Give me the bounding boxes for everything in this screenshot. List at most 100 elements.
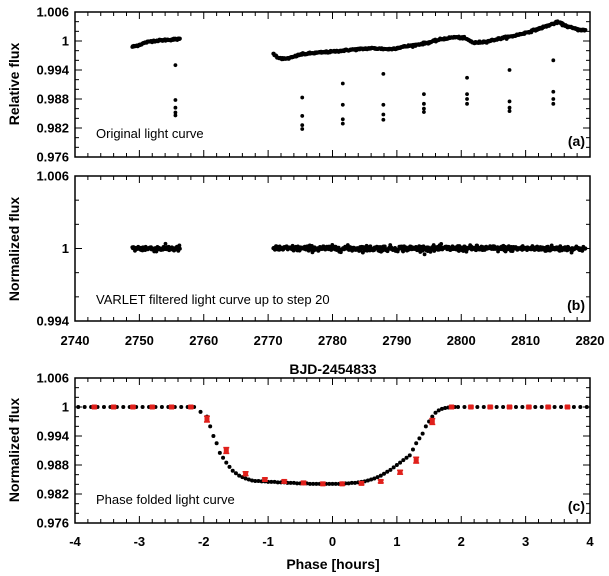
binned-point — [507, 404, 513, 410]
data-point — [330, 481, 335, 486]
data-point — [314, 481, 319, 486]
binned-point — [358, 480, 364, 486]
data-point — [439, 406, 444, 411]
y-tick-label: 1 — [62, 241, 69, 256]
data-point — [394, 463, 399, 467]
binned-point — [429, 419, 435, 424]
data-point — [398, 460, 403, 465]
data-point — [256, 478, 261, 483]
binned-point — [320, 481, 326, 487]
data-point — [275, 480, 280, 485]
data-point — [291, 480, 296, 485]
binned-point — [413, 457, 419, 463]
binned-point — [449, 404, 455, 410]
x-tick-label: -2 — [198, 534, 210, 549]
data-point — [501, 405, 506, 409]
data-point — [584, 405, 589, 409]
data-point — [507, 68, 512, 72]
panel-b-filtered-light-curve: 2740 2750 2760 2770 2780 2790 2800 2810 2820 1.00… — [6, 169, 604, 378]
data-point — [507, 105, 512, 110]
data-point — [346, 481, 351, 486]
data-point — [76, 405, 81, 409]
data-point — [422, 110, 426, 114]
data-point — [381, 71, 386, 76]
x-tick-label: -1 — [262, 534, 274, 549]
data-point — [583, 27, 588, 32]
panel-c-annotation: Phase folded light curve — [96, 492, 235, 507]
data-point — [475, 405, 480, 409]
data-point — [178, 246, 182, 251]
data-point — [423, 424, 428, 429]
y-tick-label: 0.988 — [36, 92, 69, 107]
data-point — [422, 92, 426, 97]
data-point — [101, 405, 106, 409]
data-point — [375, 475, 380, 480]
data-point — [551, 89, 556, 94]
data-point — [420, 431, 425, 436]
x-tick-label: 2760 — [189, 333, 218, 348]
data-point — [288, 480, 293, 485]
x-tick-label: 2 — [458, 534, 465, 549]
data-point — [385, 469, 390, 474]
data-point — [539, 405, 544, 409]
y-tick-label: 0.982 — [36, 121, 69, 136]
data-point — [237, 473, 242, 478]
data-point — [422, 101, 426, 106]
panel-a-tag: (a) — [568, 133, 585, 149]
data-point — [372, 476, 377, 481]
data-point — [177, 243, 182, 248]
panel-b-ylabel: Normalized flux — [6, 197, 22, 301]
data-point — [300, 114, 305, 118]
binned-point — [281, 478, 287, 484]
data-point — [340, 117, 345, 122]
data-point — [422, 106, 426, 111]
data-point — [159, 405, 164, 409]
y-tick-label: 0.976 — [36, 150, 69, 165]
binned-point — [564, 404, 570, 410]
data-point — [520, 405, 525, 409]
data-point — [378, 473, 383, 478]
binned-point — [188, 404, 194, 410]
y-tick-label: 1.006 — [36, 371, 69, 386]
panel-c-marks — [76, 404, 589, 487]
x-tick-label: 2740 — [61, 333, 90, 348]
data-point — [430, 414, 435, 419]
x-tick-label: 2820 — [576, 333, 605, 348]
binned-point — [169, 404, 175, 410]
data-point — [443, 405, 448, 410]
data-point — [198, 409, 203, 414]
data-point — [578, 405, 583, 409]
data-point — [465, 97, 469, 101]
data-point — [422, 252, 427, 257]
data-point — [388, 467, 393, 472]
data-point — [391, 465, 396, 470]
data-point — [173, 98, 178, 102]
data-point — [311, 481, 316, 486]
data-point — [417, 436, 422, 441]
y-tick-label: 0.994 — [36, 314, 69, 329]
y-tick-label: 0.994 — [36, 429, 69, 444]
binned-point — [262, 477, 268, 482]
binned-point — [301, 480, 307, 486]
data-point — [401, 458, 406, 463]
x-tick-label: 4 — [586, 534, 594, 549]
data-point — [253, 478, 258, 483]
panel-c-ticks: -4 -3 -2 -1 0 1 2 3 4 1.006 1 0.994 0.988 0.982 0.976 — [36, 371, 594, 550]
panel-b-xlabel: BJD-2454833 — [289, 361, 376, 377]
panel-c-tag: (c) — [568, 498, 585, 514]
data-point — [465, 75, 469, 80]
y-tick-label: 1.006 — [36, 169, 69, 184]
binned-point — [468, 404, 474, 410]
data-point — [353, 480, 358, 485]
x-tick-label: 2810 — [511, 333, 540, 348]
panel-a-annotation: Original light curve — [96, 126, 204, 141]
x-tick-label: 2790 — [382, 333, 411, 348]
binned-point — [545, 404, 551, 410]
y-tick-label: 1.006 — [36, 5, 69, 20]
data-point — [217, 450, 222, 455]
y-tick-label: 1 — [62, 400, 69, 415]
data-point — [551, 97, 556, 101]
panel-a-ylabel: Relative flux — [6, 43, 22, 126]
data-point — [407, 453, 412, 458]
binned-point — [130, 404, 136, 410]
